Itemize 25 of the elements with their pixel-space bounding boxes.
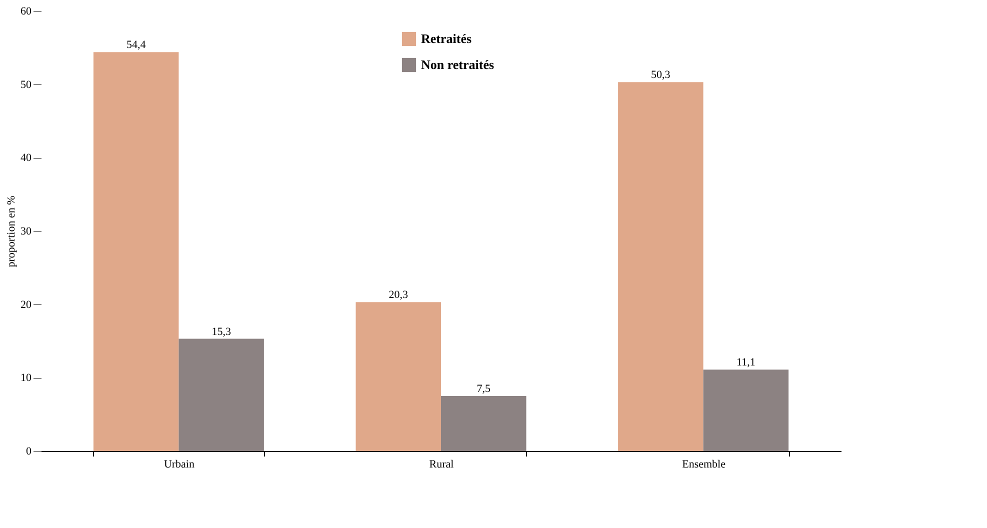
y-tick-label: 40 [20, 152, 32, 164]
y-tick-label: 20 [20, 298, 32, 311]
y-tick-label: 0 [26, 446, 32, 458]
data-label: 11,1 [736, 356, 756, 369]
bar [93, 52, 179, 451]
y-tick-label: 30 [20, 226, 32, 238]
data-label: 7,5 [476, 383, 491, 395]
x-tick-label: Rural [429, 458, 454, 470]
bar [703, 370, 789, 451]
legend-label: Retraités [421, 31, 472, 46]
legend-label: Non retraités [421, 57, 494, 72]
data-label: 20,3 [388, 289, 408, 302]
bar [178, 338, 264, 451]
y-tick-label: 10 [20, 372, 32, 384]
data-label: 54,4 [126, 39, 146, 52]
y-tick-label: 60 [20, 6, 32, 18]
y-tick-label: 50 [20, 78, 32, 91]
bar [441, 396, 526, 451]
data-label: 15,3 [212, 326, 232, 338]
y-axis-title: proportion en % [6, 196, 18, 268]
data-label: 50,3 [651, 69, 671, 82]
x-tick-label: Ensemble [682, 458, 726, 470]
bar [618, 82, 704, 451]
x-tick-label: Urbain [164, 458, 195, 470]
bar [356, 302, 441, 451]
